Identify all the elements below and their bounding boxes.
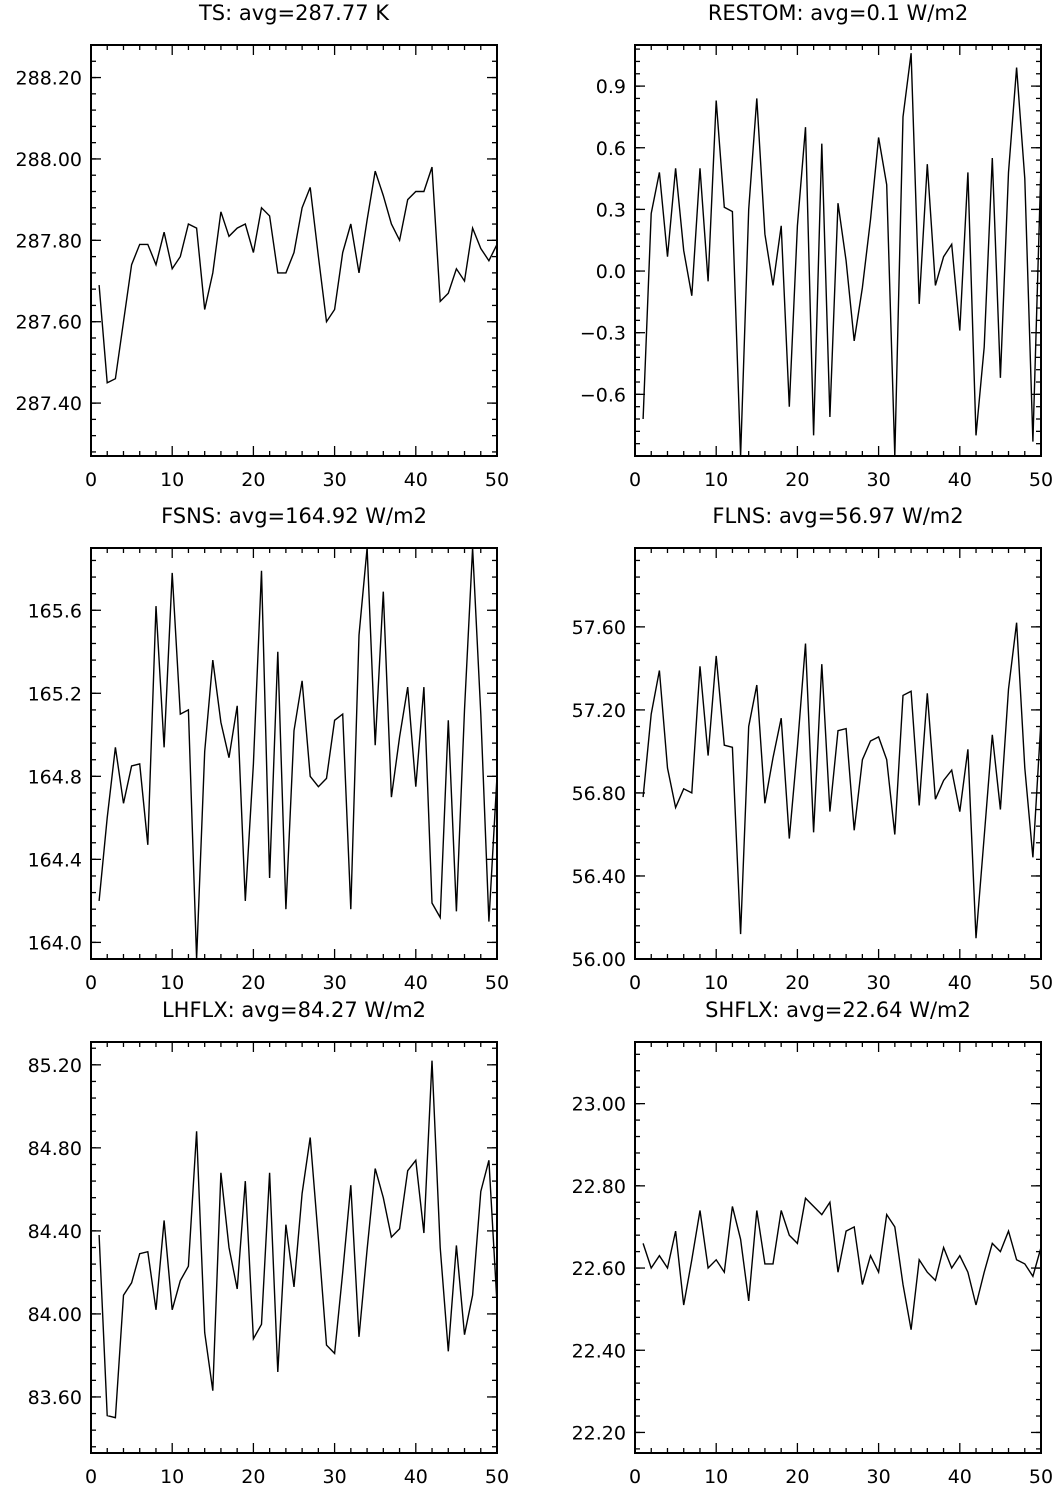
y-tick-label: 84.40 <box>28 1221 82 1243</box>
x-tick-label: 0 <box>629 469 641 491</box>
y-tick-label: 287.60 <box>16 312 82 334</box>
y-tick-label: 85.20 <box>28 1055 82 1077</box>
y-tick-label: −0.6 <box>580 384 626 406</box>
y-tick-label: 287.40 <box>16 393 82 415</box>
y-tick-label: 0.6 <box>596 138 626 160</box>
x-tick-label: 10 <box>704 972 728 994</box>
x-tick-label: 40 <box>404 469 428 491</box>
y-tick-label: 164.4 <box>28 849 82 871</box>
x-tick-label: 30 <box>323 469 347 491</box>
x-tick-label: 50 <box>1029 972 1053 994</box>
x-tick-label: 40 <box>948 469 972 491</box>
x-tick-label: 10 <box>704 469 728 491</box>
x-tick-label: 10 <box>160 469 184 491</box>
x-tick-label: 50 <box>1029 1466 1053 1488</box>
series-line <box>99 548 497 959</box>
y-tick-label: 57.60 <box>572 617 626 639</box>
series-line <box>643 623 1041 939</box>
x-tick-label: 30 <box>323 972 347 994</box>
y-tick-label: 84.00 <box>28 1304 82 1326</box>
y-tick-label: 57.20 <box>572 700 626 722</box>
x-tick-label: 0 <box>85 972 97 994</box>
y-tick-label: 0.9 <box>596 76 626 98</box>
y-tick-label: 56.40 <box>572 866 626 888</box>
chart-panel-0: TS: avg=287.77 K 0 10 20 30 40 50 287.40 287.60 2… <box>16 1 510 491</box>
x-tick-label: 10 <box>160 972 184 994</box>
x-tick-label: 40 <box>948 972 972 994</box>
x-tick-label: 20 <box>241 1466 265 1488</box>
x-tick-label: 20 <box>241 972 265 994</box>
series-line <box>99 1061 497 1418</box>
x-tick-label: 20 <box>785 972 809 994</box>
y-tick-label: 287.80 <box>16 230 82 252</box>
x-tick-label: 0 <box>85 1466 97 1488</box>
y-tick-label: 56.00 <box>572 949 626 971</box>
y-tick-label: −0.3 <box>580 323 626 345</box>
y-tick-label: 83.60 <box>28 1387 82 1409</box>
y-tick-label: 23.00 <box>572 1094 626 1116</box>
x-tick-label: 30 <box>867 469 891 491</box>
x-tick-label: 40 <box>404 972 428 994</box>
y-tick-label: 0.0 <box>596 261 626 283</box>
chart-title: LHFLX: avg=84.27 W/m2 <box>162 998 426 1022</box>
y-tick-label: 22.60 <box>572 1258 626 1280</box>
x-tick-label: 40 <box>948 1466 972 1488</box>
chart-title: FSNS: avg=164.92 W/m2 <box>161 504 427 528</box>
x-tick-label: 10 <box>160 1466 184 1488</box>
x-tick-label: 0 <box>629 1466 641 1488</box>
x-tick-label: 0 <box>629 972 641 994</box>
y-tick-label: 0.3 <box>596 199 626 221</box>
chart-panel-1: RESTOM: avg=0.1 W/m2 0 10 20 30 40 50 −0.6 −0.3 0… <box>580 1 1053 491</box>
chart-title: FLNS: avg=56.97 W/m2 <box>712 504 963 528</box>
plot-frame <box>635 548 1041 959</box>
x-tick-label: 50 <box>1029 469 1053 491</box>
plot-frame <box>91 548 497 959</box>
y-tick-label: 22.20 <box>572 1422 626 1444</box>
x-tick-label: 30 <box>867 1466 891 1488</box>
x-tick-label: 50 <box>485 469 509 491</box>
y-tick-label: 288.00 <box>16 149 82 171</box>
x-tick-label: 50 <box>485 1466 509 1488</box>
y-tick-label: 56.80 <box>572 783 626 805</box>
x-tick-label: 20 <box>241 469 265 491</box>
y-tick-label: 84.80 <box>28 1138 82 1160</box>
y-tick-label: 164.0 <box>28 932 82 954</box>
chart-title: SHFLX: avg=22.64 W/m2 <box>705 998 971 1022</box>
x-tick-label: 20 <box>785 469 809 491</box>
y-tick-label: 288.20 <box>16 68 82 90</box>
series-line <box>643 53 1041 456</box>
y-tick-label: 165.6 <box>28 600 82 622</box>
x-tick-label: 30 <box>323 1466 347 1488</box>
chart-panel-5: SHFLX: avg=22.64 W/m2 0 10 20 30 40 50 22.20 22.… <box>572 998 1054 1488</box>
x-tick-label: 20 <box>785 1466 809 1488</box>
chart-title: TS: avg=287.77 K <box>198 1 390 25</box>
plot-frame <box>635 1042 1041 1453</box>
y-tick-label: 164.8 <box>28 766 82 788</box>
series-line <box>99 167 497 383</box>
x-tick-label: 50 <box>485 972 509 994</box>
y-tick-label: 22.80 <box>572 1176 626 1198</box>
x-tick-label: 10 <box>704 1466 728 1488</box>
x-tick-label: 30 <box>867 972 891 994</box>
y-tick-label: 22.40 <box>572 1340 626 1362</box>
chart-panel-4: LHFLX: avg=84.27 W/m2 0 10 20 30 40 50 83.60 84.… <box>28 998 510 1488</box>
chart-panel-3: FLNS: avg=56.97 W/m2 0 10 20 30 40 50 56.00 56.4… <box>572 504 1054 994</box>
chart-title: RESTOM: avg=0.1 W/m2 <box>708 1 968 25</box>
y-tick-label: 165.2 <box>28 683 82 705</box>
plot-frame <box>91 1042 497 1453</box>
chart-panel-2: FSNS: avg=164.92 W/m2 0 10 20 30 40 50 164.0 164… <box>28 504 510 994</box>
x-tick-label: 0 <box>85 469 97 491</box>
x-tick-label: 40 <box>404 1466 428 1488</box>
series-line <box>643 1198 1041 1330</box>
